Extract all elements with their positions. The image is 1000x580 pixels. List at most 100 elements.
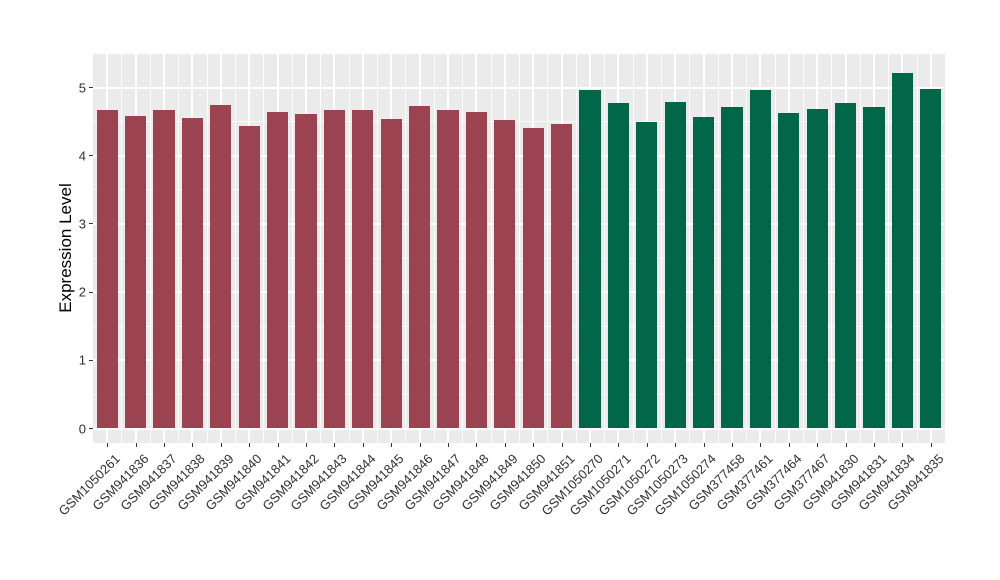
x-axis-tick bbox=[732, 443, 733, 447]
bar-GSM941838 bbox=[181, 117, 203, 428]
bar-GSM1050274 bbox=[693, 117, 715, 428]
x-axis-tick bbox=[419, 443, 421, 447]
gridline-minor-vertical bbox=[291, 53, 293, 443]
gridline-minor-vertical bbox=[348, 53, 350, 443]
gridline-minor-vertical bbox=[661, 53, 662, 443]
x-axis-tick bbox=[476, 443, 478, 447]
gridline-minor-vertical bbox=[462, 53, 464, 443]
x-axis-tick bbox=[391, 443, 393, 447]
x-axis-tick bbox=[135, 443, 137, 447]
y-axis-tick-label: 0 bbox=[78, 421, 86, 436]
x-axis-tick bbox=[192, 443, 194, 447]
bar-GSM1050273 bbox=[664, 102, 686, 428]
gridline-minor-vertical bbox=[547, 53, 549, 443]
gridline-minor-vertical bbox=[888, 53, 890, 443]
bar-GSM941836 bbox=[125, 115, 147, 428]
x-axis-tick bbox=[675, 443, 677, 447]
y-axis-tick bbox=[89, 223, 93, 225]
bar-GSM377467 bbox=[806, 108, 828, 428]
gridline-minor-vertical bbox=[575, 53, 577, 443]
x-axis-tick bbox=[362, 443, 364, 447]
bar-GSM1050270 bbox=[579, 89, 601, 428]
x-axis-tick bbox=[561, 443, 563, 447]
x-axis-tick bbox=[930, 443, 932, 447]
bar-GSM1050261 bbox=[96, 109, 118, 428]
gridline-minor-vertical bbox=[717, 53, 719, 443]
gridline-minor-vertical bbox=[803, 53, 804, 443]
bar-GSM941851 bbox=[551, 123, 573, 428]
bar-GSM1050271 bbox=[607, 103, 629, 428]
x-axis-tick bbox=[590, 443, 591, 447]
x-axis-tick bbox=[845, 443, 847, 447]
x-axis-tick bbox=[874, 443, 875, 447]
gridline-minor-vertical bbox=[149, 53, 151, 443]
gridline-minor-vertical bbox=[206, 53, 208, 443]
x-axis-tick bbox=[107, 443, 109, 447]
x-axis-tick bbox=[220, 443, 222, 447]
gridline-minor-vertical bbox=[433, 53, 435, 443]
gridline-minor-vertical bbox=[320, 53, 322, 443]
bar-GSM941835 bbox=[920, 89, 942, 428]
bar-GSM941839 bbox=[210, 104, 232, 428]
plot-panel bbox=[93, 52, 945, 443]
bar-GSM1050272 bbox=[636, 122, 658, 428]
gridline-minor-vertical bbox=[632, 53, 634, 443]
x-axis-tick bbox=[618, 443, 620, 447]
y-axis-tick bbox=[89, 155, 93, 157]
bar-GSM941846 bbox=[409, 106, 431, 428]
x-axis-tick bbox=[249, 443, 251, 447]
bar-GSM941849 bbox=[494, 120, 516, 428]
x-axis-tick bbox=[277, 443, 279, 447]
y-axis-tick-label: 2 bbox=[78, 284, 86, 300]
bar-GSM941837 bbox=[153, 109, 175, 428]
bar-GSM941844 bbox=[352, 110, 374, 428]
y-axis-tick-label: 1 bbox=[78, 352, 86, 368]
x-axis-tick bbox=[334, 443, 336, 447]
y-axis-tick bbox=[89, 359, 93, 361]
gridline-minor-vertical bbox=[178, 53, 180, 443]
gridline-minor-vertical bbox=[689, 53, 691, 443]
bar-GSM941847 bbox=[437, 110, 459, 428]
bar-GSM941843 bbox=[323, 110, 345, 428]
bar-GSM941842 bbox=[295, 113, 317, 428]
x-axis-tick bbox=[760, 443, 762, 447]
y-axis-tick-label: 5 bbox=[78, 80, 86, 95]
gridline-minor-vertical bbox=[604, 53, 606, 443]
x-axis-tick bbox=[646, 443, 648, 447]
gridline-minor-vertical bbox=[405, 53, 407, 443]
x-axis-tick bbox=[788, 443, 790, 447]
bar-GSM377461 bbox=[749, 89, 771, 428]
gridline-minor-vertical bbox=[377, 53, 378, 443]
x-axis-tick bbox=[902, 443, 904, 447]
bar-GSM941841 bbox=[267, 112, 289, 428]
gridline-minor-vertical bbox=[859, 53, 861, 443]
gridline-minor-vertical bbox=[235, 53, 236, 443]
bar-GSM377464 bbox=[778, 112, 800, 428]
x-axis-tick bbox=[703, 443, 705, 447]
x-axis-tick bbox=[504, 443, 506, 447]
bar-GSM941848 bbox=[465, 112, 487, 428]
y-axis-tick bbox=[89, 428, 93, 429]
y-axis-tick-label: 4 bbox=[78, 148, 86, 164]
gridline-minor-vertical bbox=[121, 53, 123, 443]
y-axis-tick bbox=[89, 87, 93, 88]
gridline-minor-vertical bbox=[831, 53, 833, 443]
bar-GSM941834 bbox=[891, 73, 913, 428]
gridline-minor-vertical bbox=[916, 53, 918, 443]
gridline-minor-vertical bbox=[490, 53, 492, 443]
x-axis-tick bbox=[533, 443, 535, 447]
y-axis-tick bbox=[89, 291, 93, 293]
bar-GSM941850 bbox=[522, 127, 544, 428]
x-axis-tick bbox=[817, 443, 819, 447]
gridline-minor-vertical bbox=[263, 53, 265, 443]
y-axis-tick-label: 3 bbox=[78, 216, 86, 232]
bar-GSM377458 bbox=[721, 106, 743, 428]
x-axis-tick bbox=[448, 443, 449, 447]
bar-GSM941845 bbox=[380, 119, 402, 428]
bar-GSM941831 bbox=[863, 107, 885, 428]
x-axis-tick bbox=[306, 443, 307, 447]
bar-GSM941840 bbox=[238, 125, 260, 428]
bar-GSM941830 bbox=[835, 103, 857, 428]
gridline-minor-vertical bbox=[519, 53, 520, 443]
